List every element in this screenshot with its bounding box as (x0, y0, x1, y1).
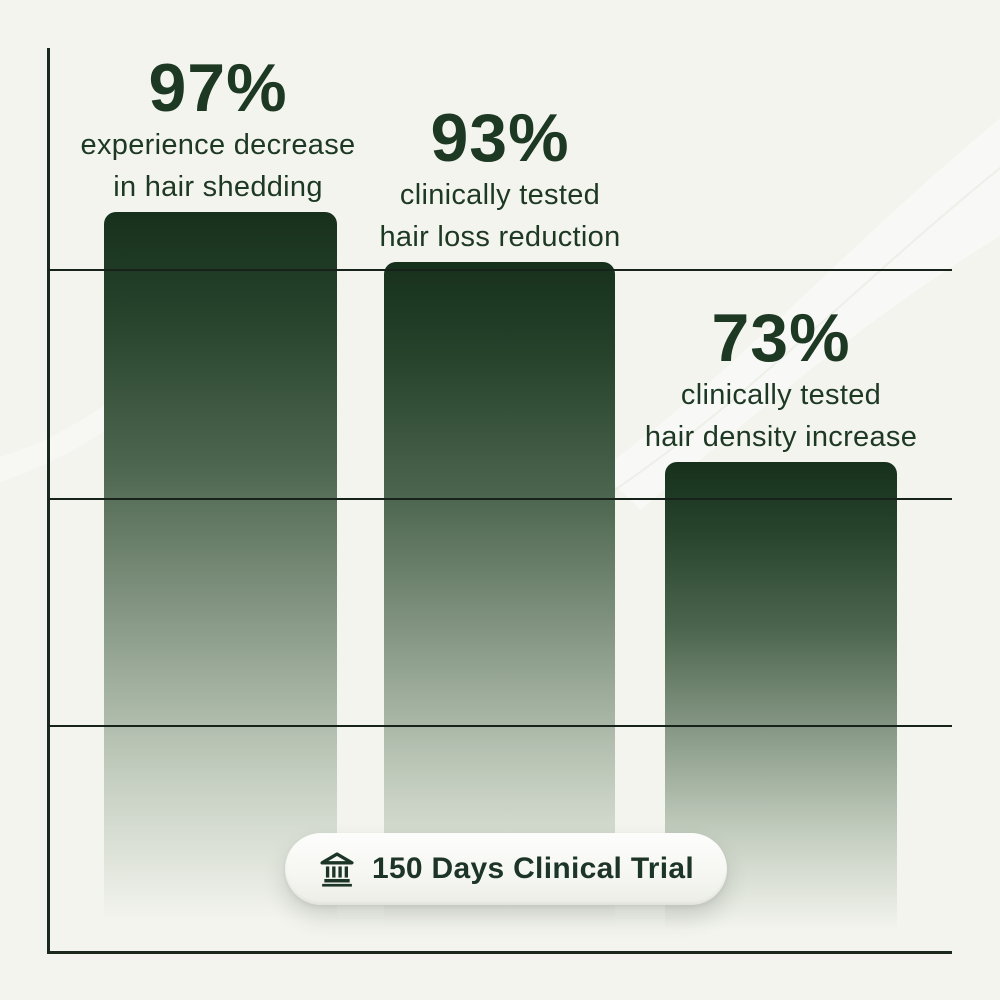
gridline-50 (48, 498, 952, 500)
bar-label-hair-shedding: 97% experience decrease in hair shedding (48, 50, 388, 209)
x-axis-line (47, 951, 952, 954)
caption-line: hair density increase (644, 421, 918, 454)
caption-line: experience decrease (80, 129, 356, 162)
value-label: 93% (430, 100, 570, 176)
value-label: 97% (148, 50, 288, 126)
bar-label-hair-loss-reduction: 93% clinically tested hair loss reductio… (335, 100, 665, 259)
value-label: 73% (711, 300, 851, 376)
clinical-trial-badge: 150 Days Clinical Trial (285, 833, 727, 905)
caption-line: clinically tested (680, 379, 882, 412)
gridline-75 (48, 269, 952, 271)
bar-hair-shedding (104, 212, 337, 950)
bank-icon (318, 850, 356, 888)
caption-line: hair loss reduction (379, 221, 621, 254)
bar-label-hair-density-increase: 73% clinically tested hair density incre… (611, 300, 951, 459)
y-axis-line (47, 48, 50, 954)
gridline-25 (48, 725, 952, 727)
caption-line: in hair shedding (113, 171, 323, 204)
badge-label: 150 Days Clinical Trial (371, 852, 695, 885)
caption-line: clinically tested (399, 179, 601, 212)
